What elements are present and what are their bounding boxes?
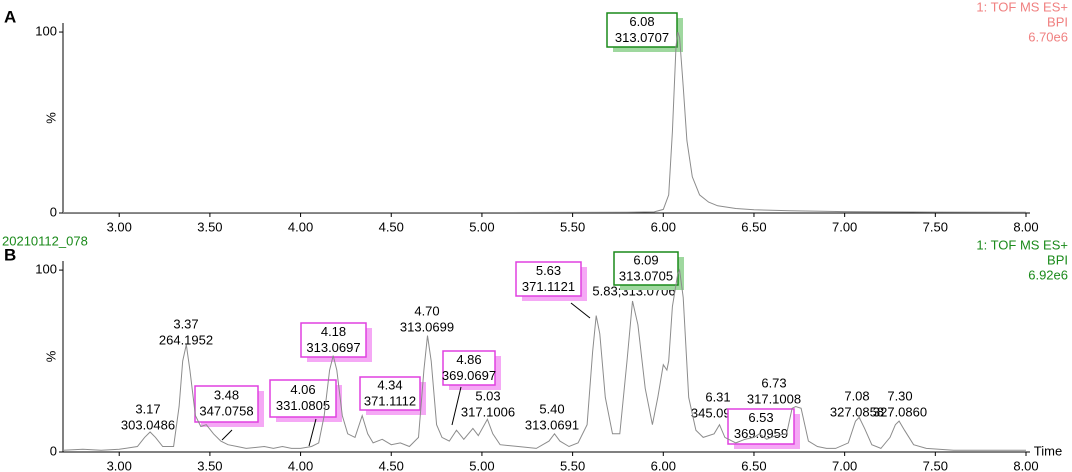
x-tick-label: 7.50 — [923, 219, 948, 234]
annotation-text: 313.0697 — [306, 340, 360, 355]
x-tick-label: 5.50 — [560, 219, 585, 234]
info-text: BPI — [1047, 14, 1068, 29]
sample-label: 20210112_078 — [2, 233, 88, 248]
x-tick-label: 7.00 — [832, 458, 857, 472]
annotation-text: 6.73 — [761, 375, 786, 390]
annotation-text: 5.03 — [475, 388, 500, 403]
y-tick-label: 100 — [35, 23, 57, 38]
annotation-box — [515, 261, 582, 297]
info-text: 1: TOF MS ES+ — [976, 237, 1068, 252]
x-tick-label: 4.50 — [379, 458, 404, 472]
annotation-box — [359, 376, 421, 411]
annotation-text: 313.0691 — [525, 417, 579, 432]
y-tick-label: 0 — [50, 204, 57, 219]
annotation-leader — [308, 418, 317, 447]
trace — [62, 268, 1026, 451]
annotation-text: 6.53 — [748, 410, 773, 425]
x-tick-label: 5.00 — [469, 458, 494, 472]
annotation-text: 6.31 — [705, 389, 730, 404]
annotation-text: 3.37 — [173, 316, 198, 331]
annotation-text: 303.0486 — [121, 417, 175, 432]
annotation-text: 3.48 — [214, 388, 239, 403]
x-tick-label: 3.00 — [107, 219, 132, 234]
annotation-text: 331.0805 — [276, 398, 330, 413]
info-text: 6.92e6 — [1028, 267, 1068, 282]
annotation-text: 264.1952 — [159, 332, 213, 347]
annotation-box — [442, 350, 496, 386]
x-tick-label: 5.00 — [469, 219, 494, 234]
y-tick-label: 100 — [35, 262, 57, 277]
x-tick-label: 6.00 — [651, 458, 676, 472]
annotation-text: 347.0758 — [199, 404, 253, 419]
panel: B 3.00 3.50 4.00 4.50 5.00 5.50 6.00 6.50 7.00 7.5… — [2, 233, 1068, 472]
annotation-box — [727, 408, 795, 445]
x-tick-label: 8.00 — [1013, 219, 1038, 234]
annotation-leader — [221, 429, 233, 441]
annotation-text: 369.0697 — [442, 368, 496, 383]
annotation-text: 4.18 — [321, 324, 346, 339]
annotation-text: 6.08 — [629, 14, 654, 29]
annotation-box — [194, 385, 259, 423]
x-tick-label: 6.50 — [741, 458, 766, 472]
annotation-text: 4.06 — [290, 382, 315, 397]
annotation-leader — [451, 386, 462, 426]
x-tick-label: 6.00 — [651, 219, 676, 234]
annotation-text: 4.86 — [456, 352, 481, 367]
annotation-text: 313.0699 — [400, 319, 454, 334]
x-tick-label: 4.00 — [288, 219, 313, 234]
annotation-text: 313.0705 — [619, 269, 673, 284]
panel-label: A — [4, 7, 16, 26]
x-tick-label: 8.00 — [1013, 458, 1038, 472]
annotation-text: 7.30 — [887, 388, 912, 403]
trace — [63, 31, 1027, 213]
panel: A 3.00 3.50 4.00 4.50 5.00 5.50 6.00 6.50 7.00 7.5… — [4, 0, 1068, 234]
annotation-text: 7.08 — [844, 388, 869, 403]
info-text: 6.70e6 — [1028, 29, 1068, 44]
x-tick-label: 4.00 — [288, 458, 313, 472]
info-text: 1: TOF MS ES+ — [976, 0, 1068, 14]
x-tick-label: 7.00 — [832, 219, 857, 234]
annotation-text: 5.40 — [539, 401, 564, 416]
annotation-text: 313.0707 — [615, 30, 669, 45]
annotation-text: 369.0959 — [734, 426, 788, 441]
x-tick-label: 4.50 — [379, 219, 404, 234]
annotation-text: 371.1112 — [364, 394, 416, 409]
annotation-text: 6.09 — [633, 253, 658, 268]
annotation-text: 327.0858 — [830, 404, 884, 419]
x-axis-label: Time — [1034, 443, 1062, 458]
y-tick-label: 0 — [50, 443, 57, 458]
annotation-box — [300, 322, 367, 358]
annotation-text: 5.63 — [536, 263, 561, 278]
x-tick-label: 3.50 — [197, 219, 222, 234]
annotation-box — [613, 251, 679, 286]
annotation-leader — [570, 302, 591, 319]
annotation-text: 4.34 — [377, 378, 402, 393]
annotation-text: 317.1006 — [461, 404, 515, 419]
annotation-text: 317.1008 — [747, 391, 801, 406]
y-axis-label: % — [43, 350, 58, 362]
info-text: BPI — [1047, 252, 1068, 267]
x-tick-label: 3.00 — [107, 458, 132, 472]
y-axis-label: % — [43, 112, 58, 124]
annotation-text: 3.17 — [135, 401, 160, 416]
x-tick-label: 6.50 — [741, 219, 766, 234]
annotation-text: 4.70 — [414, 303, 439, 318]
panel-label: B — [4, 245, 16, 264]
x-tick-label: 5.50 — [560, 458, 585, 472]
annotation-text: 371.1121 — [522, 279, 575, 294]
annotation-box — [606, 12, 678, 48]
x-tick-label: 7.50 — [923, 458, 948, 472]
annotation-text: 327.0860 — [873, 404, 927, 419]
x-tick-label: 3.50 — [197, 458, 222, 472]
